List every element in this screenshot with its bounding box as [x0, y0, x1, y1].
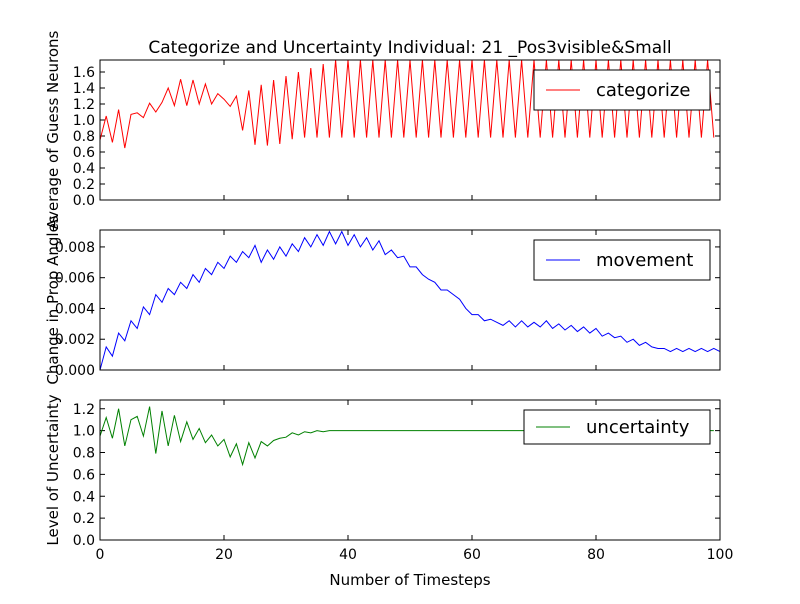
y-tick-label: 0.6	[73, 145, 95, 161]
y-tick-label: 0.008	[55, 240, 95, 256]
y-tick-label: 0.000	[55, 363, 95, 379]
panel-1: 0.00.20.40.60.81.01.21.41.6 Average of Gu…	[44, 30, 721, 229]
y-tick-label: 1.0	[73, 113, 95, 129]
y-tick-label: 1.2	[73, 402, 95, 418]
y-tick-label: 0.8	[73, 129, 95, 145]
y-tick-label: 0.2	[73, 511, 95, 527]
chart-title: Categorize and Uncertainty Individual: 2…	[148, 38, 671, 58]
y-tick-label: 0.004	[55, 301, 95, 317]
x-tick-label: 100	[707, 547, 734, 563]
x-tick-label: 20	[215, 547, 233, 563]
y-tick-label: 0.2	[73, 177, 95, 193]
y-tick-label: 1.0	[73, 424, 95, 440]
x-tick-label: 0	[96, 547, 105, 563]
y-tick-label: 0.6	[73, 467, 95, 483]
x-axis-label: Number of Timesteps	[329, 571, 490, 589]
y-tick-label: 0.006	[55, 271, 95, 287]
legend-label: movement	[596, 250, 693, 271]
x-tick-label: 80	[587, 547, 605, 563]
axes-frame	[99, 229, 721, 371]
y-tick-label: 0.4	[73, 161, 95, 177]
y-tick-label: 1.4	[73, 81, 95, 97]
y-tick-label: 0.0	[73, 193, 95, 209]
y-tick-label: 0.002	[55, 332, 95, 348]
y-tick-label: 0.0	[73, 533, 95, 549]
legend: uncertainty	[523, 409, 711, 445]
y-tick-label: 1.2	[73, 97, 95, 113]
axes-frame	[99, 399, 721, 541]
y-axis-label: Level of Uncertainty	[44, 394, 62, 545]
y-tick-label: 1.6	[73, 65, 95, 81]
panel-3: 0.0 0.2 0.4 0.6 0.8 1.0 1.2 0 20 40 60 80 100 Level o…	[44, 394, 733, 563]
series-line-movement	[100, 230, 720, 370]
y-axis-label: Change in Prop Angles	[44, 215, 62, 384]
legend: movement	[533, 239, 711, 281]
axes-frame	[99, 59, 721, 201]
legend: categorize	[533, 69, 711, 111]
legend-label: categorize	[596, 80, 690, 101]
y-axis-label: Average of Guess Neurons	[44, 30, 62, 229]
x-tick-label: 40	[339, 547, 357, 563]
y-tick-label: 0.8	[73, 446, 95, 462]
x-tick-label: 60	[463, 547, 481, 563]
legend-label: uncertainty	[586, 417, 690, 438]
y-tick-label: 0.4	[73, 489, 95, 505]
